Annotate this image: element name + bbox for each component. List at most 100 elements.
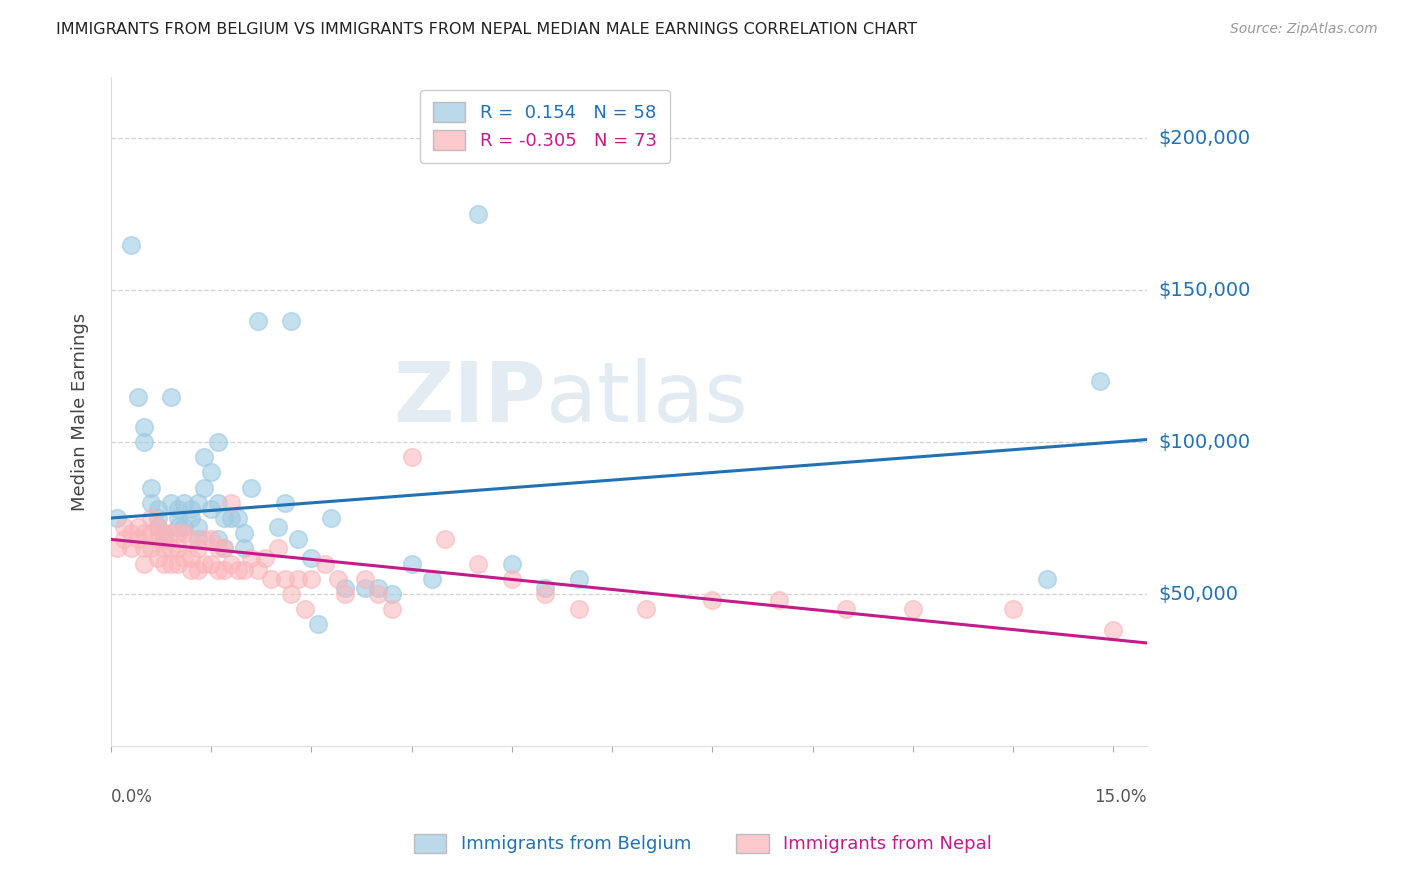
Point [139, 481, 162, 495]
Point [226, 563, 249, 577]
Point [173, 550, 195, 565]
Point [160, 557, 183, 571]
Point [200, 533, 222, 547]
Point [134, 526, 156, 541]
Point [380, 587, 402, 601]
Point [280, 313, 302, 327]
Point [233, 563, 256, 577]
Point [207, 496, 229, 510]
Point [534, 581, 557, 595]
Point [219, 557, 242, 571]
Point [200, 502, 222, 516]
Point [139, 541, 162, 556]
Point [307, 617, 329, 632]
Legend: R =  0.154   N = 58, R = -0.305   N = 73: R = 0.154 N = 58, R = -0.305 N = 73 [420, 90, 669, 163]
Point [146, 502, 169, 516]
Point [153, 526, 176, 541]
Point [314, 557, 336, 571]
Point [193, 533, 215, 547]
Point [214, 541, 236, 556]
Point [134, 420, 156, 434]
Point [501, 572, 523, 586]
Point [166, 541, 188, 556]
Point [153, 526, 176, 541]
Point [1102, 624, 1125, 638]
Point [146, 550, 169, 565]
Point [180, 563, 202, 577]
Point [146, 520, 169, 534]
Point [568, 602, 591, 616]
Point [333, 587, 356, 601]
Point [333, 581, 356, 595]
Point [253, 550, 276, 565]
Point [160, 496, 183, 510]
Point [420, 572, 443, 586]
Point [273, 572, 295, 586]
Point [139, 496, 162, 510]
Point [326, 572, 349, 586]
Point [901, 602, 924, 616]
Point [219, 511, 242, 525]
Text: $50,000: $50,000 [1159, 584, 1239, 604]
Point [166, 511, 188, 525]
Point [267, 520, 290, 534]
Point [501, 557, 523, 571]
Point [367, 581, 389, 595]
Point [353, 572, 375, 586]
Point [166, 502, 188, 516]
Point [160, 526, 183, 541]
Point [467, 207, 489, 221]
Point [166, 557, 188, 571]
Point [702, 593, 724, 607]
Point [219, 496, 242, 510]
Point [1035, 572, 1057, 586]
Point [214, 511, 236, 525]
Point [401, 450, 423, 465]
Point [207, 533, 229, 547]
Point [153, 533, 176, 547]
Point [321, 511, 343, 525]
Point [139, 511, 162, 525]
Point [173, 496, 195, 510]
Point [193, 450, 215, 465]
Point [127, 520, 149, 534]
Text: ZIP: ZIP [394, 358, 546, 439]
Point [1088, 374, 1111, 388]
Point [127, 390, 149, 404]
Point [233, 526, 256, 541]
Point [467, 557, 489, 571]
Point [166, 526, 188, 541]
Point [187, 541, 209, 556]
Point [180, 550, 202, 565]
Text: $150,000: $150,000 [1159, 281, 1250, 300]
Point [214, 541, 236, 556]
Text: $200,000: $200,000 [1159, 128, 1250, 148]
Point [534, 587, 557, 601]
Point [367, 587, 389, 601]
Point [193, 481, 215, 495]
Point [233, 541, 256, 556]
Point [207, 435, 229, 450]
Point [127, 533, 149, 547]
Point [280, 587, 302, 601]
Point [287, 572, 309, 586]
Point [568, 572, 591, 586]
Text: $100,000: $100,000 [1159, 433, 1250, 451]
Point [193, 557, 215, 571]
Point [112, 520, 135, 534]
Point [187, 520, 209, 534]
Point [434, 533, 457, 547]
Point [146, 511, 169, 525]
Point [153, 557, 176, 571]
Point [200, 557, 222, 571]
Point [267, 541, 290, 556]
Point [380, 602, 402, 616]
Point [180, 511, 202, 525]
Point [107, 511, 129, 525]
Point [246, 563, 269, 577]
Point [299, 550, 322, 565]
Point [260, 572, 283, 586]
Point [353, 581, 375, 595]
Point [112, 533, 135, 547]
Point [835, 602, 858, 616]
